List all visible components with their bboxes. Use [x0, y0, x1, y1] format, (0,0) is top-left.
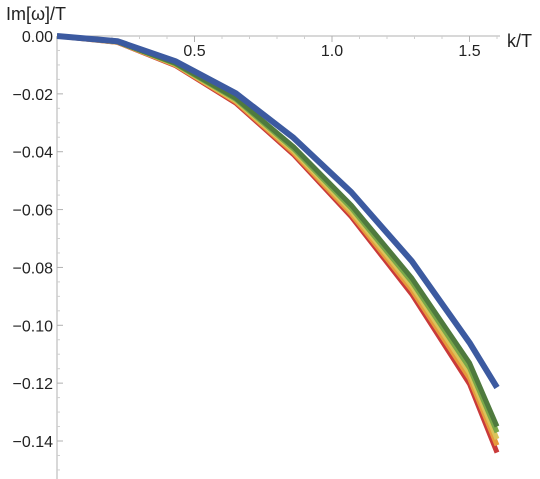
series-group	[56, 33, 500, 454]
x-tick-label: 0.5	[183, 43, 205, 60]
axes	[56, 35, 500, 479]
series-line-6	[56, 33, 500, 390]
series-line-5	[56, 33, 500, 428]
series-line-1	[56, 33, 500, 454]
y-tick-label: −0.14	[13, 434, 54, 451]
y-tick-label: −0.02	[13, 87, 54, 104]
y-tick-label: 0.00	[22, 29, 53, 46]
y-tick-label: −0.06	[13, 203, 54, 220]
x-tick-label: 1.5	[458, 43, 480, 60]
series-line-4	[56, 33, 500, 434]
y-axis-label: Im[ω]/T	[6, 4, 66, 24]
x-axis-label: k/T	[507, 31, 532, 51]
y-tick-label: −0.10	[13, 318, 54, 335]
y-tick-label: −0.12	[13, 376, 54, 393]
series-line-3	[56, 33, 500, 440]
series-line-2	[56, 33, 500, 447]
y-tick-label: −0.04	[13, 145, 54, 162]
tick-labels: 0.5 1.0 1.5 0.00 −0.02 −0.04 −0.06 −0.08 −0.10 −0…	[13, 29, 481, 451]
y-tick-label: −0.08	[13, 260, 54, 277]
x-tick-label: 1.0	[321, 43, 343, 60]
